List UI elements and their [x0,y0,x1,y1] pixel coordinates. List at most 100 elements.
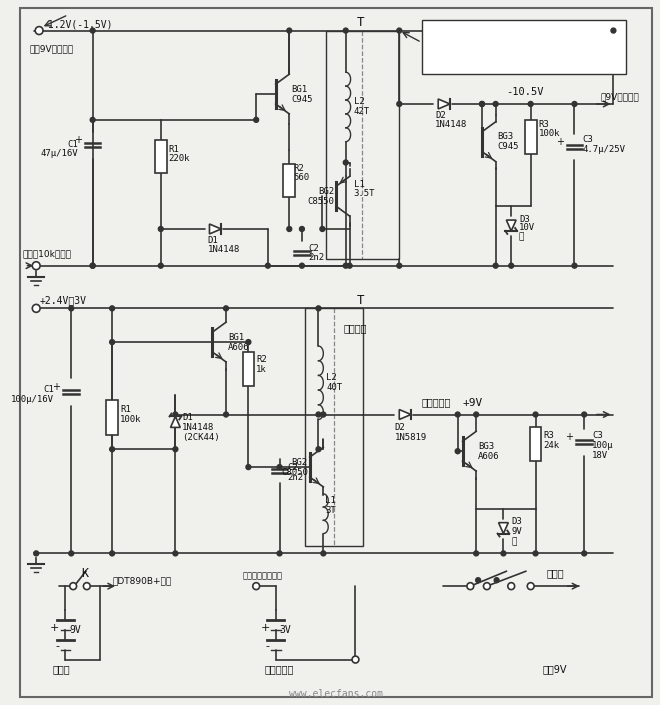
Text: D3: D3 [512,517,522,526]
Circle shape [90,263,95,268]
Text: 2n2: 2n2 [287,472,304,482]
Text: （同上）: （同上） [344,323,367,333]
Text: C3: C3 [592,431,603,440]
Polygon shape [209,224,221,234]
Circle shape [110,551,115,556]
Text: BG1: BG1 [291,85,308,94]
Circle shape [572,102,577,106]
Text: ※: ※ [512,537,517,546]
Circle shape [34,551,39,556]
Text: R1: R1 [120,405,131,414]
Circle shape [474,412,478,417]
Text: 1N4148: 1N4148 [207,245,240,255]
Circle shape [455,412,460,417]
Text: 1k: 1k [256,365,267,374]
Circle shape [581,551,587,556]
Circle shape [316,412,321,417]
Circle shape [316,306,321,311]
Text: C3: C3 [582,135,593,145]
Bar [283,164,295,197]
Text: D2: D2 [395,423,405,432]
Circle shape [480,102,484,106]
Circle shape [508,582,515,589]
Text: 100k: 100k [120,415,141,424]
Text: 3T: 3T [325,506,336,515]
Text: 560: 560 [293,173,310,182]
Text: 升压板地端: 升压板地端 [265,665,294,675]
Text: C8550: C8550 [307,197,334,206]
Text: BG3: BG3 [478,442,494,450]
Circle shape [572,263,577,268]
Circle shape [509,263,513,268]
Text: C2: C2 [287,462,298,472]
Circle shape [110,306,115,311]
Text: C945: C945 [498,142,519,151]
Text: -10.5V: -10.5V [506,87,544,97]
Text: 4.7μ/25V: 4.7μ/25V [582,145,625,154]
Circle shape [494,577,499,582]
Circle shape [224,412,228,417]
Circle shape [277,551,282,556]
Text: BG2: BG2 [318,187,334,196]
Text: 1N4148: 1N4148 [436,121,467,129]
Text: 24k: 24k [543,441,560,450]
Circle shape [110,447,115,452]
Text: 40T: 40T [326,384,343,392]
Text: C8050: C8050 [281,467,308,477]
Text: R3: R3 [539,121,549,129]
Text: R3: R3 [543,431,554,440]
Circle shape [397,263,402,268]
Text: 9V: 9V [69,625,81,634]
Circle shape [83,582,90,589]
Text: C1: C1 [67,140,78,149]
Text: (2CK44): (2CK44) [182,433,220,442]
Circle shape [253,117,259,123]
Circle shape [253,582,259,589]
Circle shape [467,582,474,589]
Text: +: + [50,623,59,633]
Text: C1: C1 [43,385,53,394]
Circle shape [476,577,480,582]
Circle shape [347,263,352,268]
Circle shape [316,447,321,452]
Circle shape [90,117,95,123]
Circle shape [480,102,484,106]
Circle shape [484,582,490,589]
Text: +: + [261,623,270,633]
Circle shape [533,551,538,556]
Polygon shape [498,522,508,534]
Circle shape [173,447,178,452]
Text: +9V: +9V [463,398,483,407]
Text: 220k: 220k [168,154,190,163]
Circle shape [352,656,359,663]
Text: C945: C945 [291,94,313,104]
Text: D1: D1 [207,236,218,245]
Text: 47μ/16V: 47μ/16V [40,149,78,158]
Text: +: + [53,381,61,392]
Text: R1: R1 [168,145,180,154]
Circle shape [277,465,282,470]
Polygon shape [438,99,450,109]
Circle shape [527,582,534,589]
Text: C2: C2 [309,245,319,253]
Polygon shape [170,417,180,427]
Circle shape [224,306,228,311]
Bar [155,140,166,173]
Text: R2: R2 [293,164,304,173]
Circle shape [158,226,163,231]
Text: A606: A606 [478,452,500,460]
Text: 至DT890B+表内: 至DT890B+表内 [112,577,172,586]
Text: R2: R2 [256,355,267,364]
Text: φ0.27漆包线绕制: φ0.27漆包线绕制 [426,50,478,59]
Bar [525,120,537,154]
Text: 电子镇流器φ8～10磁环: 电子镇流器φ8～10磁环 [426,33,492,42]
Circle shape [158,263,163,268]
Text: 9V: 9V [512,527,522,536]
Circle shape [265,263,271,268]
Circle shape [173,412,178,417]
Text: D2: D2 [436,111,446,121]
Circle shape [474,551,478,556]
Circle shape [321,412,326,417]
Text: 100μ/16V: 100μ/16V [11,395,53,404]
Text: L2: L2 [354,97,364,106]
